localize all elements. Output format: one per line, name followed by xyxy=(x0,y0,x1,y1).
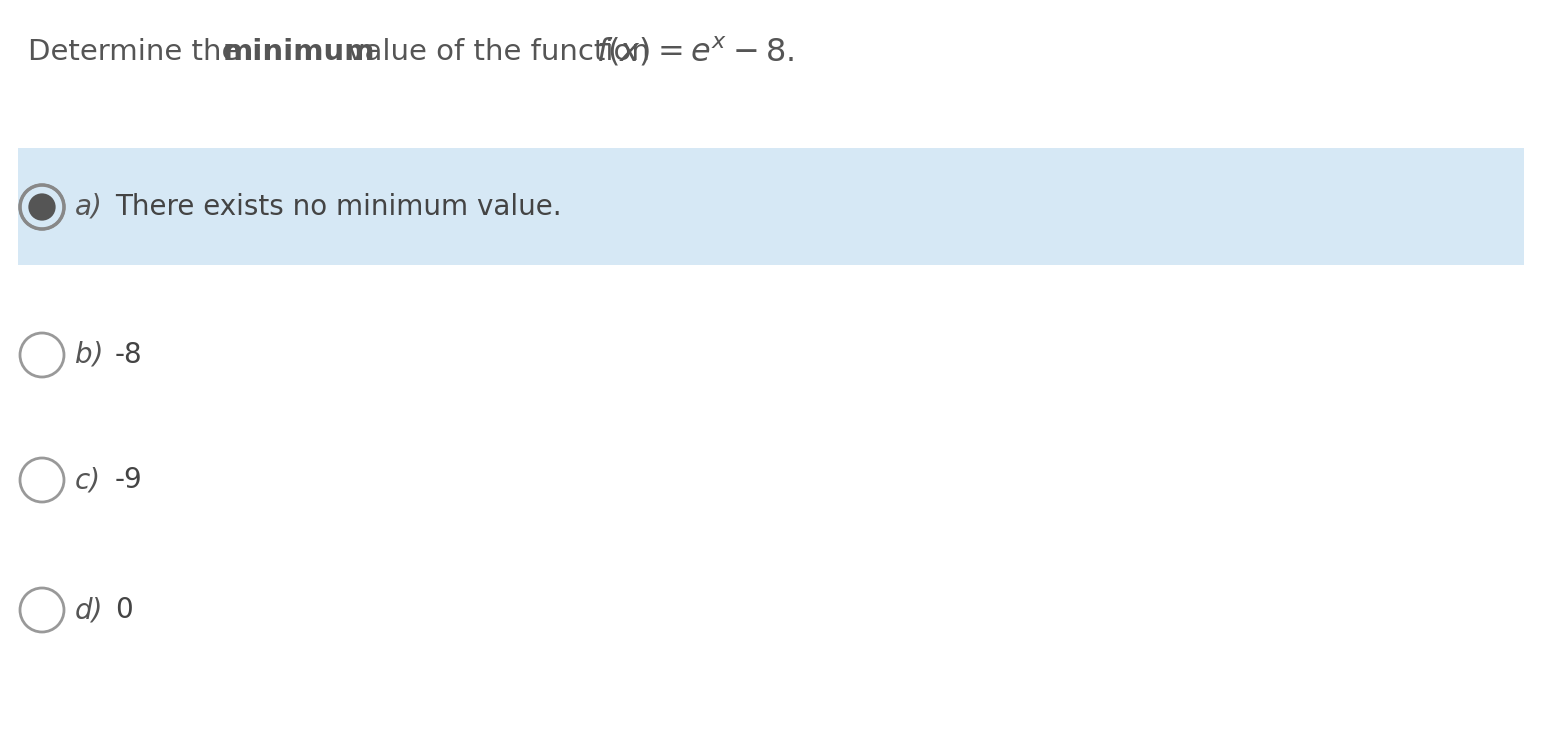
Text: b): b) xyxy=(76,341,103,369)
Text: minimum: minimum xyxy=(224,38,376,66)
Text: 0: 0 xyxy=(116,596,133,624)
Text: $f(x) = e^{x} - 8.$: $f(x) = e^{x} - 8.$ xyxy=(597,35,794,68)
Text: -8: -8 xyxy=(116,341,142,369)
Text: -9: -9 xyxy=(116,466,143,494)
Circle shape xyxy=(28,194,56,221)
Text: There exists no minimum value.: There exists no minimum value. xyxy=(116,193,561,221)
Text: a): a) xyxy=(76,193,103,221)
Text: c): c) xyxy=(76,466,102,494)
Text: Determine the: Determine the xyxy=(28,38,248,66)
Text: value of the function: value of the function xyxy=(338,38,658,66)
Text: d): d) xyxy=(76,596,103,624)
Bar xyxy=(19,148,1523,265)
